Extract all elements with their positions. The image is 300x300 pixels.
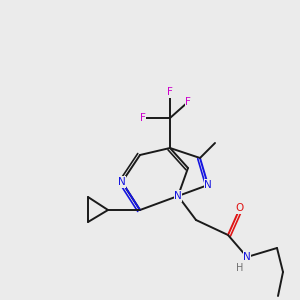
Text: F: F	[167, 87, 173, 97]
Text: N: N	[243, 252, 251, 262]
Text: H: H	[236, 263, 243, 273]
Text: N: N	[174, 191, 182, 201]
Text: N: N	[204, 180, 212, 190]
Text: F: F	[185, 97, 191, 107]
Text: N: N	[118, 177, 126, 187]
Text: F: F	[140, 113, 146, 123]
Text: O: O	[236, 203, 244, 213]
